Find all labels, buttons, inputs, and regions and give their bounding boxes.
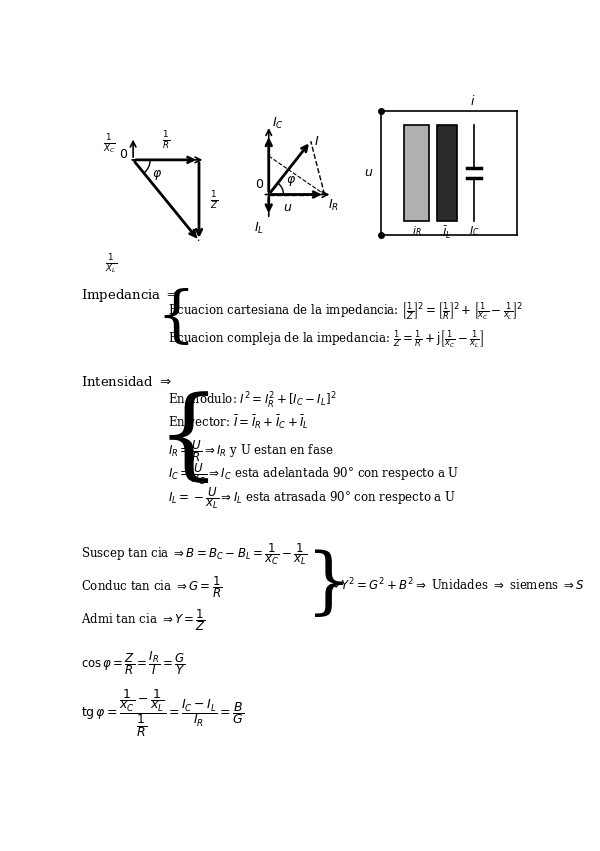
Text: {: { bbox=[157, 391, 220, 488]
Text: $0$: $0$ bbox=[119, 148, 128, 162]
Text: $\varphi$: $\varphi$ bbox=[286, 174, 296, 188]
Text: $I_R$: $I_R$ bbox=[328, 197, 338, 213]
Text: En vector: $\bar{I}=\bar{I}_R+\bar{I}_C+\bar{I}_L$: En vector: $\bar{I}=\bar{I}_R+\bar{I}_C+… bbox=[168, 414, 309, 431]
Text: $I_C$: $I_C$ bbox=[469, 225, 479, 238]
Text: {: { bbox=[157, 288, 195, 348]
Text: $I$: $I$ bbox=[314, 134, 319, 147]
Text: $\mathrm{tg}\,\varphi=\dfrac{\dfrac{1}{x_C}-\dfrac{1}{x_L}}{\dfrac{1}{R}}=\dfrac: $\mathrm{tg}\,\varphi=\dfrac{\dfrac{1}{x… bbox=[81, 688, 245, 740]
Text: Conduc tan cia $\Rightarrow G=\dfrac{1}{R}$: Conduc tan cia $\Rightarrow G=\dfrac{1}{… bbox=[81, 574, 223, 600]
Text: $u$: $u$ bbox=[364, 167, 373, 180]
Text: Suscep tan cia $\Rightarrow B=B_C-B_L=\dfrac{1}{x_C}-\dfrac{1}{x_L}$: Suscep tan cia $\Rightarrow B=B_C-B_L=\d… bbox=[81, 541, 307, 567]
Text: $I_C$: $I_C$ bbox=[272, 117, 284, 131]
Text: En modulo: $I^2=I_R^2+\left[I_C-I_L\right]^2$: En modulo: $I^2=I_R^2+\left[I_C-I_L\righ… bbox=[168, 391, 337, 411]
Text: $i$: $i$ bbox=[470, 94, 475, 107]
Text: $0$: $0$ bbox=[255, 178, 264, 191]
Text: Intensidad $\Rightarrow$: Intensidad $\Rightarrow$ bbox=[81, 375, 172, 390]
Text: $\cos\varphi=\dfrac{Z}{R}=\dfrac{I_R}{I}=\dfrac{G}{Y}$: $\cos\varphi=\dfrac{Z}{R}=\dfrac{I_R}{I}… bbox=[81, 648, 185, 677]
Text: $i_R$: $i_R$ bbox=[412, 225, 422, 238]
Bar bbox=[437, 125, 457, 220]
Text: $\frac{1}{X_C}$: $\frac{1}{X_C}$ bbox=[103, 133, 116, 156]
Text: $\bar{I}_L$: $\bar{I}_L$ bbox=[442, 225, 452, 241]
Text: Admi tan cia $\Rightarrow Y=\dfrac{1}{Z}$: Admi tan cia $\Rightarrow Y=\dfrac{1}{Z}… bbox=[81, 608, 206, 633]
Text: $u$: $u$ bbox=[283, 201, 293, 214]
Text: Ecuacion compleja de la impedancia: $\frac{1}{Z}=\frac{1}{R}+\mathrm{j}\left[\fr: Ecuacion compleja de la impedancia: $\fr… bbox=[168, 329, 484, 351]
Text: $I_C=\dfrac{U}{x_C}\Rightarrow I_C$ esta adelantada 90° con respecto a U: $I_C=\dfrac{U}{x_C}\Rightarrow I_C$ esta… bbox=[168, 462, 459, 488]
Text: $I_L$: $I_L$ bbox=[254, 220, 264, 236]
Bar bbox=[404, 125, 429, 220]
Text: $\frac{1}{R}$: $\frac{1}{R}$ bbox=[162, 129, 170, 151]
Text: $I_L=-\dfrac{U}{x_L}\Rightarrow I_L$ esta atrasada 90° con respecto a U: $I_L=-\dfrac{U}{x_L}\Rightarrow I_L$ est… bbox=[168, 485, 456, 511]
Text: $\frac{1}{Z}$: $\frac{1}{Z}$ bbox=[210, 189, 218, 211]
Text: $\frac{1}{X_L}$: $\frac{1}{X_L}$ bbox=[106, 252, 118, 276]
Text: Ecuacion cartesiana de la impedancia: $\left[\frac{1}{Z}\right]^{\!2}=\left[\fra: Ecuacion cartesiana de la impedancia: $\… bbox=[168, 300, 523, 322]
Text: $\varphi$: $\varphi$ bbox=[152, 168, 162, 182]
Text: }: } bbox=[306, 549, 352, 620]
Text: Impedancia $\Rightarrow$: Impedancia $\Rightarrow$ bbox=[81, 287, 179, 304]
Text: $I_R=\dfrac{U}{R}\Rightarrow I_R$ y U estan en fase: $I_R=\dfrac{U}{R}\Rightarrow I_R$ y U es… bbox=[168, 438, 334, 465]
Text: $\Rightarrow Y^2=G^2+B^2\Rightarrow$ Unidades $\Rightarrow$ siemens $\Rightarrow: $\Rightarrow Y^2=G^2+B^2\Rightarrow$ Uni… bbox=[326, 576, 585, 593]
